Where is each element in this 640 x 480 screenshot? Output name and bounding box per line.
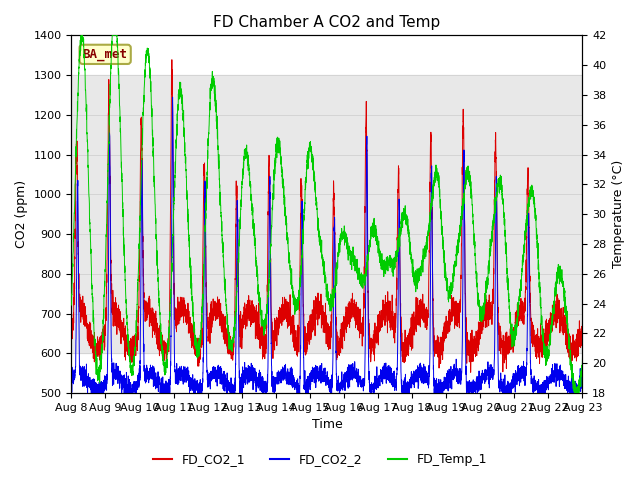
Y-axis label: CO2 (ppm): CO2 (ppm) [15,180,28,248]
Title: FD Chamber A CO2 and Temp: FD Chamber A CO2 and Temp [213,15,440,30]
Legend: FD_CO2_1, FD_CO2_2, FD_Temp_1: FD_CO2_1, FD_CO2_2, FD_Temp_1 [148,448,492,471]
Y-axis label: Temperature (°C): Temperature (°C) [612,160,625,268]
X-axis label: Time: Time [312,419,342,432]
Text: BA_met: BA_met [83,48,127,61]
Bar [72,75,582,353]
